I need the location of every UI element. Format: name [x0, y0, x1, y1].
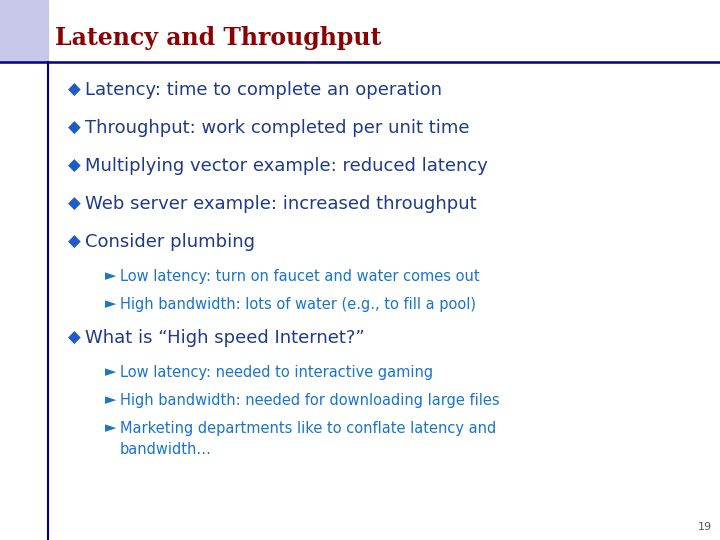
Text: ◆: ◆ [68, 81, 81, 99]
Text: ►: ► [105, 296, 116, 312]
Text: Marketing departments like to conflate latency and: Marketing departments like to conflate l… [120, 421, 496, 435]
Text: Latency and Throughput: Latency and Throughput [55, 26, 382, 50]
Text: High bandwidth: lots of water (e.g., to fill a pool): High bandwidth: lots of water (e.g., to … [120, 296, 476, 312]
Text: Low latency: turn on faucet and water comes out: Low latency: turn on faucet and water co… [120, 268, 480, 284]
Text: Low latency: needed to interactive gaming: Low latency: needed to interactive gamin… [120, 364, 433, 380]
Text: ►: ► [105, 268, 116, 284]
Text: bandwidth…: bandwidth… [120, 442, 212, 457]
Text: ►: ► [105, 393, 116, 408]
Text: ◆: ◆ [68, 233, 81, 251]
Text: Multiplying vector example: reduced latency: Multiplying vector example: reduced late… [85, 157, 488, 175]
Text: ◆: ◆ [68, 195, 81, 213]
Bar [0, 0, 48, 62]
Text: Latency: time to complete an operation: Latency: time to complete an operation [85, 81, 442, 99]
Text: Consider plumbing: Consider plumbing [85, 233, 255, 251]
Text: 19: 19 [698, 522, 712, 532]
Text: High bandwidth: needed for downloading large files: High bandwidth: needed for downloading l… [120, 393, 500, 408]
Text: Web server example: increased throughput: Web server example: increased throughput [85, 195, 477, 213]
Text: ◆: ◆ [68, 119, 81, 137]
Text: ►: ► [105, 364, 116, 380]
Text: ◆: ◆ [68, 329, 81, 347]
Text: ►: ► [105, 421, 116, 435]
Text: ◆: ◆ [68, 157, 81, 175]
Text: What is “High speed Internet?”: What is “High speed Internet?” [85, 329, 365, 347]
Text: Throughput: work completed per unit time: Throughput: work completed per unit time [85, 119, 469, 137]
